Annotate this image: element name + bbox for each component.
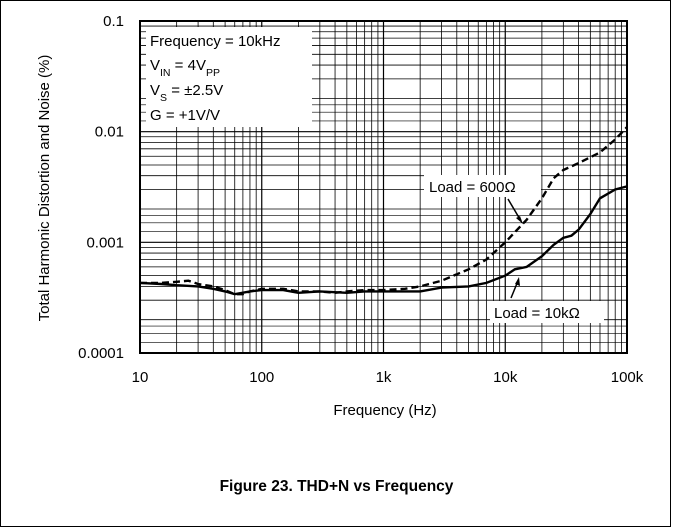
label-load-10k-ohm: Load = 10kΩ	[494, 305, 580, 322]
label-load-600-ohm: Load = 600Ω	[429, 179, 516, 196]
annotation-10k-ohm: Load = 10kΩ	[490, 277, 604, 323]
x-tick-label: 10k	[493, 369, 518, 386]
condition-gain: G = +1V/V	[150, 107, 220, 124]
series-layer	[139, 126, 628, 296]
figure-caption: Figure 23. THD+N vs Frequency	[219, 478, 454, 495]
x-axis-label: Frequency (Hz)	[333, 402, 436, 419]
y-tick-label: 0.0001	[78, 345, 124, 362]
annotation-600-ohm: Load = 600Ω	[424, 175, 541, 224]
y-tick-labels: 0.0001 0.001 0.01 0.1	[78, 13, 124, 362]
x-tick-labels: 10 100 1k 10k 100k	[132, 369, 644, 386]
y-axis-label: Total Harmonic Distortion and Noise (%)	[36, 55, 53, 322]
x-tick-label: 100k	[611, 369, 644, 386]
conditions-box: Frequency = 10kHz VIN = 4VPP VS = ±2.5V …	[146, 27, 312, 127]
condition-vin: VIN = 4VPP	[150, 57, 220, 79]
y-tick-label: 0.1	[103, 13, 124, 30]
x-tick-label: 1k	[376, 369, 392, 386]
series-line-10k-ohm	[139, 185, 628, 296]
x-tick-label: 100	[249, 369, 274, 386]
x-tick-label: 10	[132, 369, 149, 386]
y-tick-label: 0.01	[95, 124, 124, 141]
condition-vs: VS = ±2.5V	[150, 82, 223, 104]
condition-frequency: Frequency = 10kHz	[150, 33, 280, 50]
y-tick-label: 0.001	[86, 234, 124, 251]
